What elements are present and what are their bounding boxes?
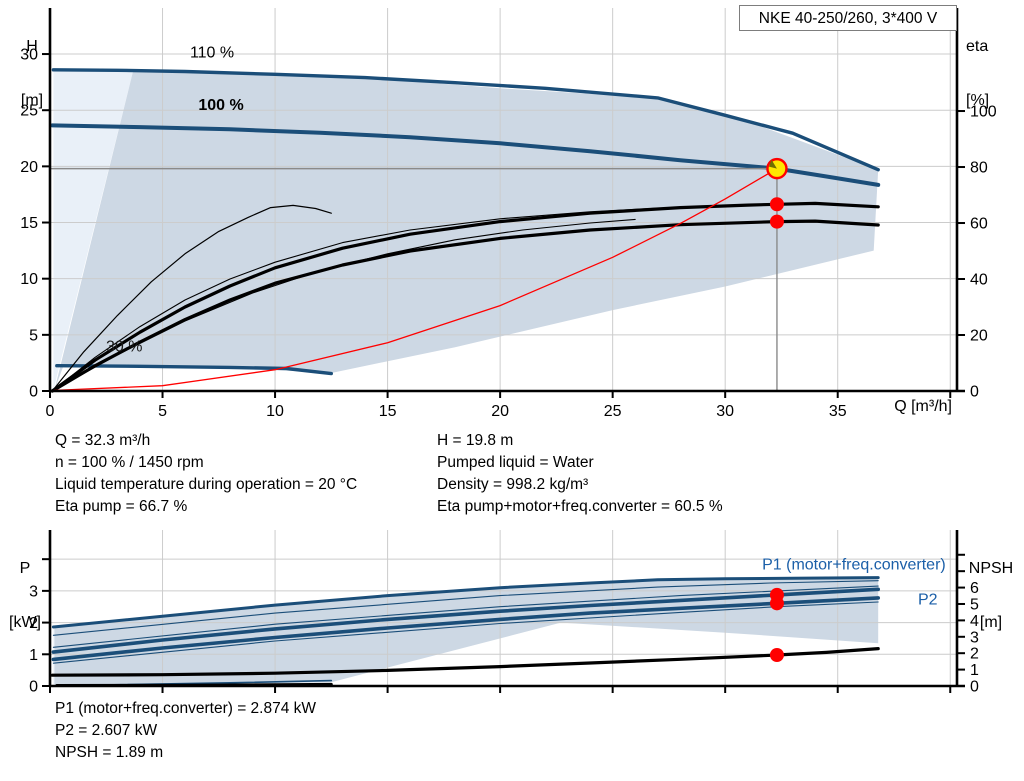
- pump-title-box: NKE 40-250/260, 3*400 V: [739, 5, 957, 31]
- operating-envelope: [54, 70, 879, 390]
- duty-info-right: H = 19.8 m Pumped liquid = Water Density…: [437, 430, 723, 518]
- tick-label: 5: [970, 596, 979, 613]
- tick-label: 10: [20, 271, 38, 288]
- curve-label: 110 %: [190, 44, 234, 61]
- tick-label: 2: [29, 615, 38, 632]
- tick-label: 1: [970, 662, 979, 679]
- tick-label: 5: [158, 403, 167, 420]
- p-axis-title-line1: P: [19, 560, 31, 577]
- npsh-axis-title-line2: [m]: [979, 614, 1003, 631]
- h-axis-title: H [m]: [12, 2, 52, 146]
- eta-thin-b: [51, 218, 636, 392]
- eta-pump-motor-100pct: [50, 219, 880, 393]
- tick-label: 30: [716, 403, 734, 420]
- tick-label: 4: [970, 613, 979, 630]
- tick-label: 2: [970, 646, 979, 663]
- p2-thin: [52, 601, 879, 664]
- tick-label: 0: [46, 403, 55, 420]
- info-line-head: H = 19.8 m: [437, 432, 514, 449]
- tick-label: 20: [970, 328, 988, 345]
- curve-label: P2: [918, 591, 938, 608]
- info-line-eta-total: Eta pump+motor+freq.converter = 60.5 %: [437, 498, 723, 515]
- tick-label: 3: [970, 629, 979, 646]
- p-axis-title: P [kW]: [2, 524, 48, 668]
- eta-pump-100pct: [50, 201, 880, 393]
- tick-label: 3: [29, 583, 38, 600]
- tick-label: 1: [29, 647, 38, 664]
- info-line-speed: n = 100 % / 1450 rpm: [55, 454, 204, 471]
- tick-label: 0: [29, 384, 38, 401]
- curve-label: P1 (motor+freq.converter): [762, 556, 946, 573]
- head-curve-110pct: [51, 68, 880, 172]
- tick-label: 10: [266, 403, 284, 420]
- h-axis-title-line1: H: [26, 38, 38, 55]
- h-axis-title-line2: [m]: [20, 92, 44, 109]
- eta-axis-title: eta [%]: [966, 2, 1018, 146]
- tick-label: 35: [829, 403, 847, 420]
- tick-label: 0: [29, 679, 38, 696]
- p1-thin-b: [52, 585, 879, 648]
- tick-label: 15: [379, 403, 397, 420]
- p1-curve-100pct: [51, 587, 880, 654]
- p-axis-title-line2: [kW]: [9, 614, 41, 631]
- p2-point: [769, 596, 784, 611]
- q-axis-title: Q [m³/h]: [894, 398, 952, 415]
- tick-label: 25: [20, 103, 38, 120]
- curve-label: 100 %: [198, 97, 243, 114]
- tick-label: 20: [491, 403, 509, 420]
- tick-label: 25: [604, 403, 622, 420]
- tick-label: 60: [970, 216, 988, 233]
- tick-label: 100: [970, 104, 997, 121]
- qh-chart-group: 0 5 10 15 20 25 30 0 20 40 60 80 100 0 5 10 15 20 25 30 35 11…: [20, 8, 997, 420]
- curve-label: 30 %: [106, 339, 142, 356]
- tick-label: 0: [970, 679, 979, 696]
- tick-label: 0: [970, 384, 979, 401]
- eta-thin-a: [51, 206, 704, 392]
- npsh-point: [769, 647, 784, 662]
- info-line-p2: P2 = 2.607 kW: [55, 722, 158, 739]
- tick-label: 15: [20, 215, 38, 232]
- info-line-liquid: Pumped liquid = Water: [437, 454, 594, 471]
- info-line-temperature: Liquid temperature during operation = 20…: [55, 476, 358, 493]
- eta-axis-title-line1: eta: [966, 38, 989, 55]
- tick-label: 20: [20, 159, 38, 176]
- power-info: P1 (motor+freq.converter) = 2.874 kW P2 …: [55, 698, 316, 764]
- tick-label: 80: [970, 160, 988, 177]
- head-curve-100pct: [50, 123, 881, 187]
- tick-label: 40: [970, 272, 988, 289]
- eta-pump-point: [769, 197, 784, 212]
- low-flow-region: [53, 69, 134, 390]
- p1-thin-a: [52, 580, 879, 636]
- pump-model-title: NKE 40-250/260, 3*400 V: [758, 10, 938, 27]
- system-curve: [53, 167, 778, 392]
- info-line-density: Density = 998.2 kg/m³: [437, 476, 589, 493]
- power-envelope: [54, 577, 879, 685]
- npsh-axis-title: NPSH [m]: [960, 524, 1022, 668]
- info-line-npsh: NPSH = 1.89 m: [55, 744, 164, 761]
- head-curve-30pct: [55, 364, 333, 376]
- eta-total-point: [769, 214, 784, 229]
- p2-curve-100pct: [51, 596, 880, 662]
- npsh-axis-title-line1: NPSH: [968, 560, 1014, 577]
- info-line-eta-pump: Eta pump = 66.7 %: [55, 498, 188, 515]
- duty-info-left: Q = 32.3 m³/h n = 100 % / 1450 rpm Liqui…: [55, 430, 357, 518]
- p1-curve-110pct: [51, 576, 880, 629]
- npsh-curve: [50, 647, 880, 677]
- eta-axis-title-line2: [%]: [966, 92, 990, 109]
- info-line-q: Q = 32.3 m³/h: [55, 432, 151, 449]
- tick-label: 5: [29, 327, 38, 344]
- tick-label: 30: [20, 47, 38, 64]
- duty-point-wedge: [768, 159, 777, 169]
- info-line-p1: P1 (motor+freq.converter) = 2.874 kW: [55, 700, 317, 717]
- tick-label: 6: [970, 580, 979, 597]
- eta-pump-30pct: [51, 204, 332, 392]
